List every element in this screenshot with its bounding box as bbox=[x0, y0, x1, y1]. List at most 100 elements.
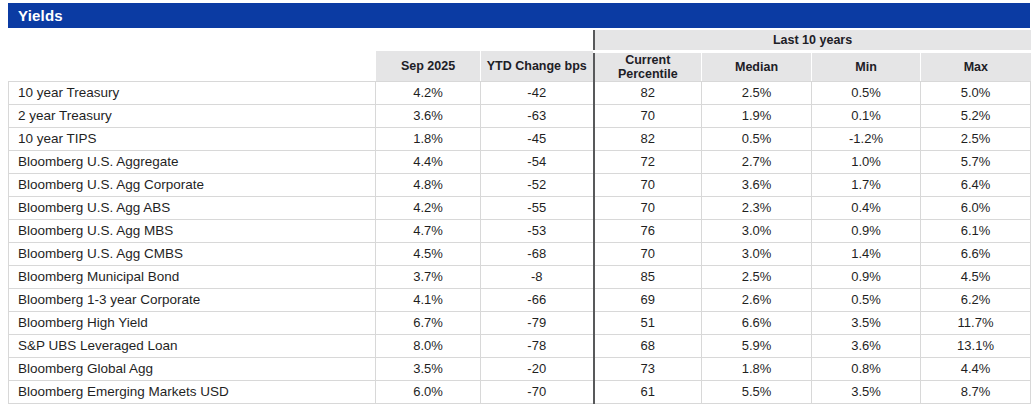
group-header-row: Last 10 years bbox=[9, 30, 1031, 51]
table-row: Bloomberg High Yield6.7%-79516.6%3.5%11.… bbox=[9, 311, 1031, 334]
table-row: Bloomberg U.S. Agg MBS4.7%-53763.0%0.9%6… bbox=[9, 219, 1031, 242]
ytd-change-bps-cell: -63 bbox=[481, 104, 594, 127]
column-header-min: Min bbox=[812, 51, 921, 81]
current-percentile-cell: 61 bbox=[594, 380, 702, 403]
min-cell: 0.9% bbox=[812, 265, 921, 288]
median-cell: 2.3% bbox=[702, 196, 812, 219]
current-percentile-cell: 69 bbox=[594, 288, 702, 311]
median-cell: 2.7% bbox=[702, 150, 812, 173]
table-row: Bloomberg U.S. Agg ABS4.2%-55702.3%0.4%6… bbox=[9, 196, 1031, 219]
median-cell: 1.9% bbox=[702, 104, 812, 127]
column-header-current-percentile: Current Percentile bbox=[594, 51, 702, 81]
sep-2025-cell: 4.2% bbox=[376, 196, 481, 219]
panel-title: Yields bbox=[8, 3, 1030, 28]
row-label: Bloomberg U.S. Agg CMBS bbox=[9, 242, 376, 265]
ytd-change-bps-cell: -68 bbox=[481, 242, 594, 265]
row-label: 10 year TIPS bbox=[9, 127, 376, 150]
current-percentile-cell: 70 bbox=[594, 104, 702, 127]
median-cell: 5.5% bbox=[702, 380, 812, 403]
min-cell: 3.5% bbox=[812, 311, 921, 334]
current-percentile-cell: 51 bbox=[594, 311, 702, 334]
ytd-change-bps-cell: -8 bbox=[481, 265, 594, 288]
current-percentile-cell: 82 bbox=[594, 81, 702, 104]
column-header-max: Max bbox=[921, 51, 1031, 81]
table-row: S&P UBS Leveraged Loan8.0%-78685.9%3.6%1… bbox=[9, 334, 1031, 357]
row-label: 2 year Treasury bbox=[9, 104, 376, 127]
sep-2025-cell: 3.7% bbox=[376, 265, 481, 288]
current-percentile-cell: 82 bbox=[594, 127, 702, 150]
ytd-change-bps-cell: -20 bbox=[481, 357, 594, 380]
sep-2025-cell: 4.7% bbox=[376, 219, 481, 242]
sep-2025-cell: 4.1% bbox=[376, 288, 481, 311]
row-label: Bloomberg U.S. Agg Corporate bbox=[9, 173, 376, 196]
row-label: Bloomberg U.S. Agg MBS bbox=[9, 219, 376, 242]
max-cell: 5.2% bbox=[921, 104, 1031, 127]
min-cell: 0.5% bbox=[812, 81, 921, 104]
row-label: Bloomberg High Yield bbox=[9, 311, 376, 334]
group-header-blank bbox=[9, 30, 594, 51]
min-cell: 1.0% bbox=[812, 150, 921, 173]
median-cell: 3.0% bbox=[702, 242, 812, 265]
max-cell: 2.5% bbox=[921, 127, 1031, 150]
table-row: Bloomberg Municipal Bond3.7%-8852.5%0.9%… bbox=[9, 265, 1031, 288]
median-cell: 2.5% bbox=[702, 265, 812, 288]
yields-panel: Yields Last 10 years Sep 2025 YTD Change… bbox=[8, 3, 1030, 404]
table-row: Bloomberg U.S. Aggregate4.4%-54722.7%1.0… bbox=[9, 150, 1031, 173]
max-cell: 5.0% bbox=[921, 81, 1031, 104]
median-cell: 3.6% bbox=[702, 173, 812, 196]
ytd-change-bps-cell: -53 bbox=[481, 219, 594, 242]
ytd-change-bps-cell: -78 bbox=[481, 334, 594, 357]
max-cell: 11.7% bbox=[921, 311, 1031, 334]
ytd-change-bps-cell: -42 bbox=[481, 81, 594, 104]
table-row: Bloomberg 1-3 year Corporate4.1%-66692.6… bbox=[9, 288, 1031, 311]
sep-2025-cell: 6.0% bbox=[376, 380, 481, 403]
max-cell: 8.7% bbox=[921, 380, 1031, 403]
current-percentile-cell: 76 bbox=[594, 219, 702, 242]
sep-2025-cell: 4.5% bbox=[376, 242, 481, 265]
group-header-last-10-years: Last 10 years bbox=[594, 30, 1031, 51]
median-cell: 0.5% bbox=[702, 127, 812, 150]
current-percentile-cell: 68 bbox=[594, 334, 702, 357]
column-header-row: Sep 2025 YTD Change bps Current Percenti… bbox=[9, 51, 1031, 81]
min-cell: 0.5% bbox=[812, 288, 921, 311]
row-label: Bloomberg Municipal Bond bbox=[9, 265, 376, 288]
table-row: 2 year Treasury3.6%-63701.9%0.1%5.2% bbox=[9, 104, 1031, 127]
median-cell: 2.5% bbox=[702, 81, 812, 104]
current-percentile-cell: 70 bbox=[594, 242, 702, 265]
sep-2025-cell: 4.2% bbox=[376, 81, 481, 104]
max-cell: 6.0% bbox=[921, 196, 1031, 219]
row-label: Bloomberg Emerging Markets USD bbox=[9, 380, 376, 403]
min-cell: 3.5% bbox=[812, 380, 921, 403]
ytd-change-bps-cell: -79 bbox=[481, 311, 594, 334]
column-header-median: Median bbox=[702, 51, 812, 81]
sep-2025-cell: 4.4% bbox=[376, 150, 481, 173]
ytd-change-bps-cell: -70 bbox=[481, 380, 594, 403]
ytd-change-bps-cell: -66 bbox=[481, 288, 594, 311]
median-cell: 6.6% bbox=[702, 311, 812, 334]
median-cell: 5.9% bbox=[702, 334, 812, 357]
table-row: Bloomberg Global Agg3.5%-20731.8%0.8%4.4… bbox=[9, 357, 1031, 380]
median-cell: 2.6% bbox=[702, 288, 812, 311]
min-cell: 1.4% bbox=[812, 242, 921, 265]
max-cell: 6.6% bbox=[921, 242, 1031, 265]
row-label: Bloomberg U.S. Agg ABS bbox=[9, 196, 376, 219]
current-percentile-cell: 72 bbox=[594, 150, 702, 173]
column-header-blank bbox=[9, 51, 376, 81]
current-percentile-cell: 70 bbox=[594, 196, 702, 219]
table-row: Bloomberg U.S. Agg CMBS4.5%-68703.0%1.4%… bbox=[9, 242, 1031, 265]
yields-table: Last 10 years Sep 2025 YTD Change bps Cu… bbox=[8, 30, 1031, 404]
row-label: 10 year Treasury bbox=[9, 81, 376, 104]
column-header-sep-2025: Sep 2025 bbox=[376, 51, 481, 81]
table-row: 10 year TIPS1.8%-45820.5%-1.2%2.5% bbox=[9, 127, 1031, 150]
median-cell: 1.8% bbox=[702, 357, 812, 380]
min-cell: 3.6% bbox=[812, 334, 921, 357]
max-cell: 4.5% bbox=[921, 265, 1031, 288]
column-header-ytd-change-bps: YTD Change bps bbox=[481, 51, 594, 81]
ytd-change-bps-cell: -54 bbox=[481, 150, 594, 173]
row-label: Bloomberg 1-3 year Corporate bbox=[9, 288, 376, 311]
row-label: Bloomberg U.S. Aggregate bbox=[9, 150, 376, 173]
sep-2025-cell: 3.5% bbox=[376, 357, 481, 380]
sep-2025-cell: 3.6% bbox=[376, 104, 481, 127]
ytd-change-bps-cell: -52 bbox=[481, 173, 594, 196]
median-cell: 3.0% bbox=[702, 219, 812, 242]
